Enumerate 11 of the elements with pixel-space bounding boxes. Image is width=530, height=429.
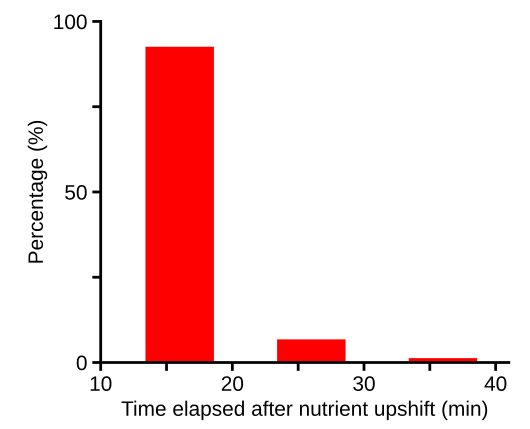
bar xyxy=(277,339,346,363)
bar xyxy=(145,46,214,363)
x-tick-label: 30 xyxy=(353,376,375,391)
y-axis-title: Percentage (%) xyxy=(28,120,48,263)
x-tick-label: 20 xyxy=(222,376,244,391)
y-tick-label: 0 xyxy=(76,356,87,370)
y-tick-label: 100 xyxy=(54,14,87,30)
x-axis-title: Time elapsed after nutrient upshift (min) xyxy=(122,400,488,420)
y-tick-label: 50 xyxy=(65,184,87,200)
x-tick-label: 10 xyxy=(90,376,112,391)
x-tick-label: 40 xyxy=(484,376,506,391)
